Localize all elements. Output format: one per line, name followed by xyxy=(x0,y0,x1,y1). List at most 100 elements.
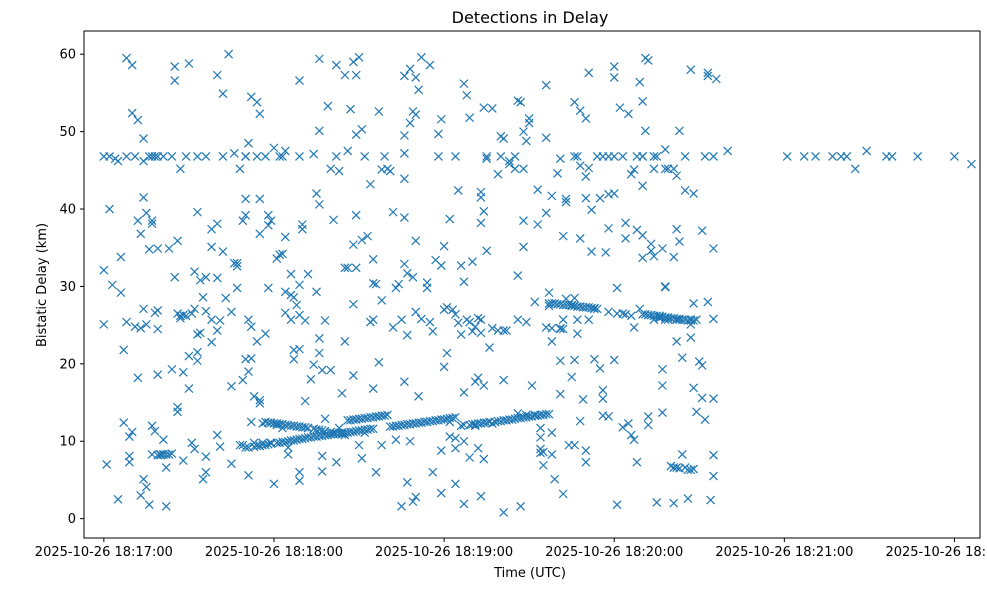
data-point-marker xyxy=(686,465,696,475)
data-point-marker xyxy=(241,194,251,204)
data-point-marker xyxy=(479,103,489,113)
data-point-marker xyxy=(442,302,452,312)
data-point-marker xyxy=(692,407,701,417)
data-point-marker xyxy=(675,126,684,136)
data-point-marker xyxy=(448,413,458,423)
data-point-marker xyxy=(538,447,548,457)
data-point-marker xyxy=(584,68,594,78)
data-point-marker xyxy=(541,208,551,218)
data-point-marker xyxy=(683,494,693,503)
data-point-marker xyxy=(555,154,565,164)
data-point-marker xyxy=(289,354,299,364)
data-point-marker xyxy=(317,467,327,476)
data-point-marker xyxy=(459,436,469,446)
data-point-marker xyxy=(201,306,211,316)
data-point-marker xyxy=(575,234,585,243)
data-point-marker xyxy=(280,146,290,156)
data-point-marker xyxy=(547,449,557,459)
data-point-marker xyxy=(331,457,341,467)
data-point-marker xyxy=(519,127,528,137)
data-point-marker xyxy=(479,454,489,464)
data-point-marker xyxy=(550,474,560,484)
data-point-marker xyxy=(263,210,273,220)
data-point-marker xyxy=(643,412,653,421)
data-point-marker xyxy=(175,164,185,174)
data-point-marker xyxy=(643,420,653,430)
x-axis: 2025-10-26 18:17:00 2025-10-26 18:18:00 20… xyxy=(35,538,987,560)
data-point-marker xyxy=(150,426,160,436)
data-point-marker xyxy=(570,151,579,161)
data-point-marker xyxy=(507,415,517,424)
data-point-marker xyxy=(487,103,497,113)
data-point-marker xyxy=(337,388,347,398)
data-point-marker xyxy=(238,375,248,385)
data-point-marker xyxy=(434,151,443,161)
data-point-marker xyxy=(300,316,310,325)
data-point-marker xyxy=(255,109,265,119)
data-point-marker xyxy=(672,224,682,234)
data-point-marker xyxy=(411,307,421,317)
data-point-marker xyxy=(476,491,486,501)
data-point-marker xyxy=(697,360,707,370)
data-point-marker xyxy=(513,271,523,281)
data-point-marker xyxy=(609,62,619,72)
data-point-marker xyxy=(365,424,375,434)
data-point-marker xyxy=(686,319,696,329)
data-point-marker xyxy=(709,471,718,481)
x-tick-label: 2025-10-26 18:20:00 xyxy=(545,545,683,560)
data-point-marker xyxy=(541,133,551,143)
data-point-marker xyxy=(201,467,211,477)
data-point-marker xyxy=(519,216,528,226)
data-point-marker xyxy=(448,305,458,315)
data-point-marker xyxy=(246,353,256,363)
data-point-marker xyxy=(300,396,310,406)
data-point-marker xyxy=(280,308,290,318)
data-point-marker xyxy=(609,73,619,82)
data-point-marker xyxy=(181,151,191,161)
data-point-marker xyxy=(570,97,579,107)
data-point-marker xyxy=(459,499,469,509)
data-point-marker xyxy=(227,307,236,317)
data-point-marker xyxy=(122,53,131,63)
data-point-marker xyxy=(192,356,202,366)
data-point-marker xyxy=(626,169,636,179)
data-point-marker xyxy=(269,479,279,489)
data-point-marker xyxy=(340,336,350,346)
data-point-marker xyxy=(368,424,378,434)
data-point-marker xyxy=(280,287,290,297)
data-point-marker xyxy=(201,452,211,462)
data-point-marker xyxy=(334,429,344,438)
data-point-marker xyxy=(558,231,568,241)
data-point-marker xyxy=(456,261,466,270)
data-point-marker xyxy=(499,508,509,517)
data-point-marker xyxy=(295,280,304,290)
data-point-marker xyxy=(244,138,253,148)
data-point-marker xyxy=(164,244,174,253)
data-point-marker xyxy=(536,432,545,442)
data-point-marker xyxy=(689,189,699,198)
data-point-marker xyxy=(677,353,687,363)
data-point-marker xyxy=(680,151,690,161)
data-point-marker xyxy=(229,148,239,158)
data-point-marker xyxy=(158,151,168,161)
data-point-marker xyxy=(116,252,126,262)
data-point-marker xyxy=(479,381,489,390)
data-point-marker xyxy=(470,377,480,387)
data-point-marker xyxy=(828,151,837,161)
data-point-marker xyxy=(799,151,809,161)
data-point-marker xyxy=(482,151,492,161)
data-point-marker xyxy=(139,156,148,166)
data-point-marker xyxy=(198,292,208,302)
data-point-marker xyxy=(343,146,353,156)
data-point-marker xyxy=(666,461,676,471)
data-point-marker xyxy=(207,315,217,325)
data-point-marker xyxy=(207,337,217,347)
data-point-marker xyxy=(621,218,630,228)
data-point-marker xyxy=(442,348,452,358)
data-point-marker xyxy=(629,165,639,174)
data-point-marker xyxy=(479,206,489,216)
data-point-marker xyxy=(139,192,148,202)
data-point-marker xyxy=(289,436,299,445)
data-point-marker xyxy=(241,210,251,220)
data-point-marker xyxy=(652,497,662,507)
